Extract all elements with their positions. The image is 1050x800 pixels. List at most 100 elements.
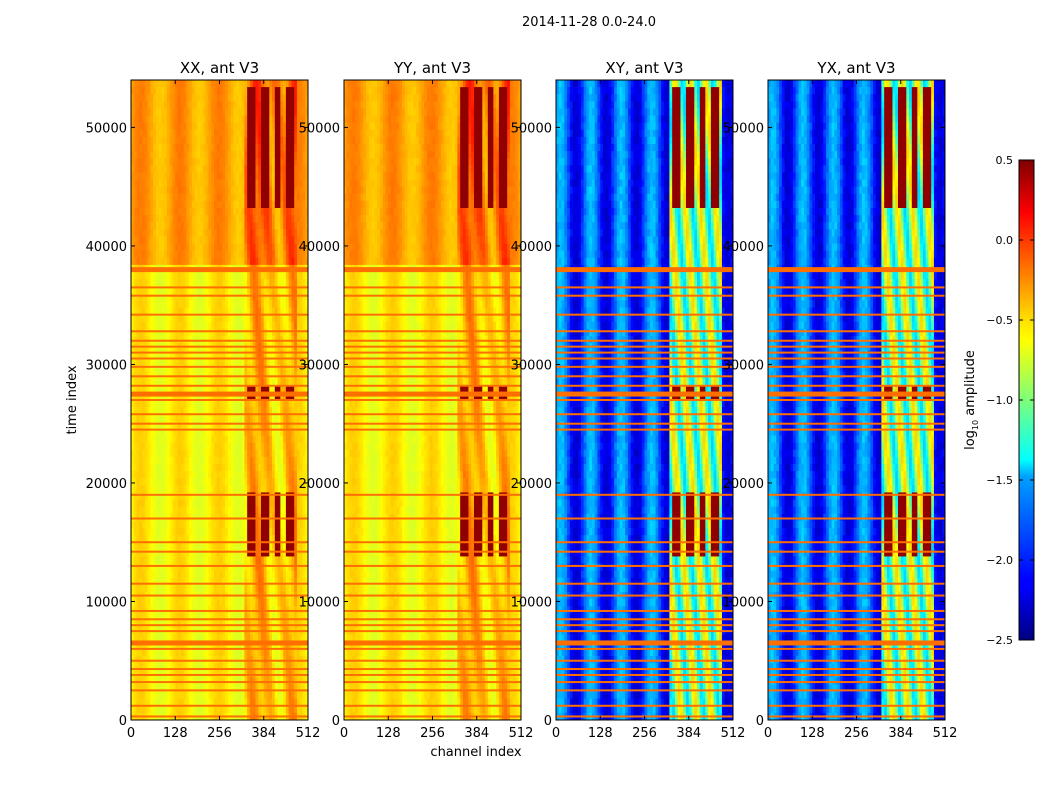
- flagged-row: [556, 630, 733, 633]
- flagged-row: [344, 659, 521, 662]
- flagged-row: [768, 313, 945, 316]
- y-tick-label: 30000: [511, 358, 552, 373]
- x-tick-label: 384: [251, 726, 276, 741]
- y-tick-label: 10000: [723, 595, 764, 610]
- flagged-row: [344, 375, 521, 378]
- y-tick-label: 30000: [86, 358, 127, 373]
- y-tick-label: 50000: [511, 121, 552, 136]
- flagged-row: [131, 550, 308, 553]
- x-axis-label: channel index: [430, 745, 521, 760]
- x-tick-label: 0: [127, 726, 135, 741]
- flagged-row: [131, 517, 308, 520]
- x-tick-label: 512: [933, 726, 958, 741]
- flagged-row: [768, 267, 945, 273]
- flagged-row: [768, 668, 945, 671]
- y-tick-label: 40000: [86, 240, 127, 255]
- flagged-row: [556, 286, 733, 289]
- flagged-row: [131, 384, 308, 387]
- flagged-row: [344, 267, 521, 273]
- heatmap-image: [131, 80, 308, 720]
- flagged-row: [131, 339, 308, 342]
- flagged-row: [556, 609, 733, 612]
- flagged-row: [556, 618, 733, 621]
- flagged-row: [344, 391, 521, 397]
- flagged-row: [556, 413, 733, 416]
- y-tick-label: 20000: [723, 477, 764, 492]
- flagged-row: [131, 659, 308, 662]
- flagged-row: [344, 550, 521, 553]
- flagged-row: [768, 618, 945, 621]
- flagged-row: [768, 582, 945, 585]
- x-tick-label: 256: [844, 726, 869, 741]
- x-tick-label: 384: [676, 726, 701, 741]
- flagged-row: [344, 630, 521, 633]
- flagged-row: [556, 357, 733, 360]
- panel-title: XY, ant V3: [605, 59, 683, 77]
- flagged-row: [556, 313, 733, 316]
- flagged-row: [556, 493, 733, 496]
- figure-suptitle: 2014-11-28 0.0-24.0: [522, 15, 656, 30]
- x-tick-label: 512: [721, 726, 746, 741]
- colorbar-tick-label: −1.0: [986, 394, 1013, 407]
- colorbar-tick-label: −2.0: [986, 554, 1013, 567]
- panel-title: XX, ant V3: [180, 59, 259, 77]
- flagged-row: [131, 609, 308, 612]
- flagged-row: [556, 428, 733, 431]
- flagged-row: [131, 673, 308, 676]
- x-tick-label: 256: [632, 726, 657, 741]
- flagged-row: [768, 647, 945, 650]
- flagged-row: [344, 541, 521, 544]
- flagged-row: [344, 594, 521, 597]
- flagged-row: [131, 704, 308, 707]
- flagged-row: [344, 517, 521, 520]
- flagged-row: [768, 673, 945, 676]
- flagged-row: [768, 357, 945, 360]
- flagged-row: [131, 294, 308, 297]
- x-tick-label: 0: [764, 726, 772, 741]
- y-tick-label: 0: [119, 714, 127, 729]
- colorbar: 0.5 0.0 −0.5 −1.0 −1.5 −2.0 −2.5 log10 amplitu…: [963, 154, 1035, 647]
- y-tick-label: 40000: [723, 240, 764, 255]
- flagged-row: [131, 681, 308, 684]
- flagged-row: [556, 564, 733, 567]
- flagged-row: [131, 493, 308, 496]
- flagged-row: [344, 357, 521, 360]
- flagged-row: [344, 564, 521, 567]
- flagged-row: [768, 659, 945, 662]
- flagged-row: [131, 541, 308, 544]
- flagged-row: [556, 659, 733, 662]
- flagged-row: [344, 618, 521, 621]
- x-tick-label: 128: [376, 726, 401, 741]
- flagged-row: [768, 624, 945, 627]
- flagged-row: [344, 640, 521, 646]
- flagged-row: [768, 640, 945, 646]
- flagged-row: [768, 384, 945, 387]
- y-tick-label: 40000: [299, 240, 340, 255]
- flagged-row: [556, 594, 733, 597]
- flagged-row: [344, 704, 521, 707]
- flagged-row: [768, 294, 945, 297]
- x-tick-label: 0: [340, 726, 348, 741]
- flagged-row: [131, 640, 308, 646]
- flagged-row: [768, 422, 945, 425]
- flagged-row: [344, 345, 521, 348]
- flagged-row: [344, 428, 521, 431]
- flagged-row: [556, 399, 733, 401]
- flagged-row: [344, 681, 521, 684]
- flagged-row: [768, 375, 945, 378]
- y-tick-label: 10000: [299, 595, 340, 610]
- colorbar-tick-label: −0.5: [986, 314, 1013, 327]
- flagged-row: [131, 594, 308, 597]
- y-tick-label: 10000: [86, 595, 127, 610]
- flagged-row: [556, 673, 733, 676]
- flagged-row: [768, 493, 945, 496]
- flagged-row: [344, 422, 521, 425]
- flagged-row: [556, 267, 733, 273]
- flagged-row: [556, 365, 733, 368]
- y-tick-label: 0: [332, 714, 340, 729]
- panel-title: YX, ant V3: [816, 59, 895, 77]
- flagged-row: [556, 294, 733, 297]
- flagged-row: [768, 345, 945, 348]
- colorbar-tick-label: 0.5: [996, 154, 1014, 167]
- colorbar-tick-label: −2.5: [986, 634, 1013, 647]
